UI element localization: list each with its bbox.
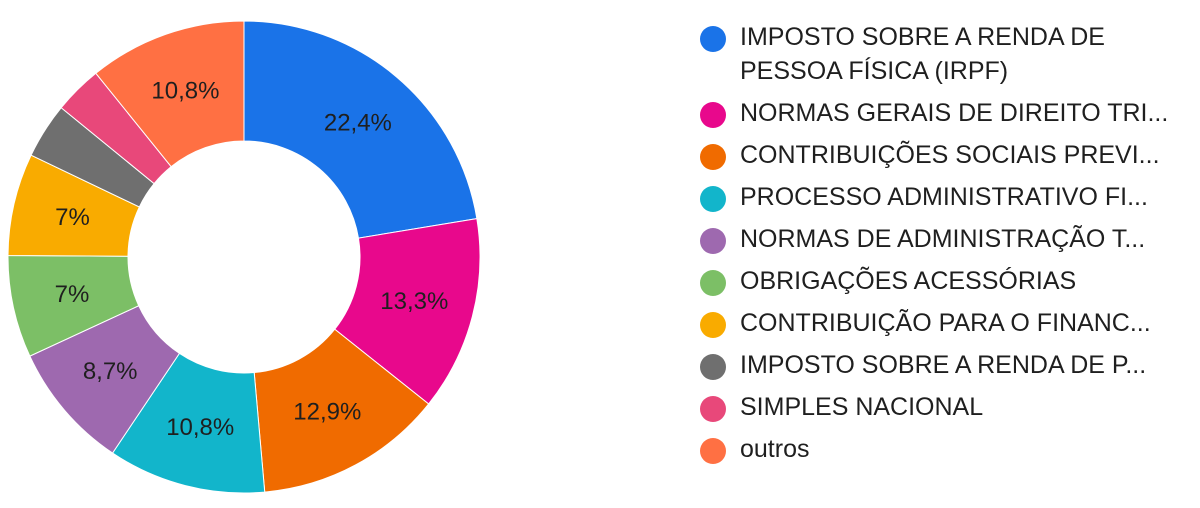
legend-label-4: NORMAS DE ADMINISTRAÇÃO T...: [740, 225, 1146, 253]
slice-label-1: 13,3%: [380, 288, 448, 315]
legend-label-1: NORMAS GERAIS DE DIREITO TRI...: [740, 99, 1169, 127]
slice-9: [95, 20, 245, 168]
legend-label-6: CONTRIBUIÇÃO PARA O FINANC...: [740, 309, 1151, 337]
legend-swatch-4: [700, 228, 726, 254]
legend-swatch-1: [700, 102, 726, 128]
legend-swatch-3: [700, 186, 726, 212]
slice-label-0: 22,4%: [324, 109, 392, 136]
legend-item-4: NORMAS DE ADMINISTRAÇÃO T...: [700, 222, 1190, 256]
legend-item-1: NORMAS GERAIS DE DIREITO TRI...: [700, 96, 1190, 130]
donut-svg: 22,4% 13,3% 12,9% 10,8% 8,7% 7% 7% 10,8%: [7, 20, 481, 494]
legend-swatch-7: [700, 354, 726, 380]
slice-label-2: 12,9%: [293, 399, 361, 426]
legend-swatch-2: [700, 144, 726, 170]
legend-label-8: SIMPLES NACIONAL: [740, 393, 984, 421]
slice-0: [243, 20, 478, 239]
legend-item-8: SIMPLES NACIONAL: [700, 390, 1190, 424]
legend-item-0: IMPOSTO SOBRE A RENDA DE PESSOA FÍSICA (…: [700, 20, 1190, 88]
legend-label-2: CONTRIBUIÇÕES SOCIAIS PREVI...: [740, 141, 1160, 169]
legend-swatch-9: [700, 438, 726, 464]
legend-swatch-5: [700, 270, 726, 296]
legend-swatch-8: [700, 396, 726, 422]
slice-label-6: 7%: [55, 204, 90, 231]
legend-label-7: IMPOSTO SOBRE A RENDA DE P...: [740, 351, 1147, 379]
legend-item-2: CONTRIBUIÇÕES SOCIAIS PREVI...: [700, 138, 1190, 172]
slice-label-4: 8,7%: [83, 358, 138, 385]
legend-label-0: IMPOSTO SOBRE A RENDA DE PESSOA FÍSICA (…: [740, 23, 1105, 85]
legend-item-7: IMPOSTO SOBRE A RENDA DE P...: [700, 348, 1190, 382]
legend-item-5: OBRIGAÇÕES ACESSÓRIAS: [700, 264, 1190, 298]
slice-label-9: 10,8%: [151, 78, 219, 105]
legend-swatch-0: [700, 26, 726, 52]
legend-item-9: outros: [700, 432, 1190, 466]
legend-swatch-6: [700, 312, 726, 338]
legend-label-3: PROCESSO ADMINISTRATIVO FI...: [740, 183, 1148, 211]
legend-item-3: PROCESSO ADMINISTRATIVO FI...: [700, 180, 1190, 214]
legend-label-5: OBRIGAÇÕES ACESSÓRIAS: [740, 267, 1077, 295]
legend-item-6: CONTRIBUIÇÃO PARA O FINANC...: [700, 306, 1190, 340]
legend: IMPOSTO SOBRE A RENDA DE PESSOA FÍSICA (…: [700, 20, 1190, 474]
slice-label-3: 10,8%: [166, 414, 234, 441]
legend-label-9: outros: [740, 435, 810, 463]
slice-label-5: 7%: [55, 281, 90, 308]
